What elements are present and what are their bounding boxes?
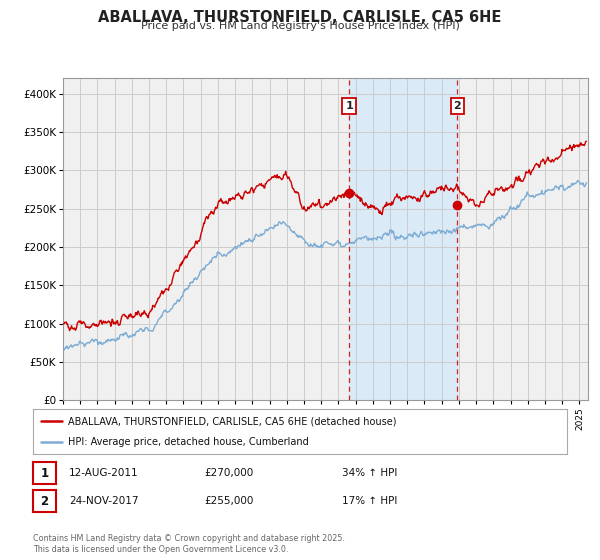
Text: Price paid vs. HM Land Registry's House Price Index (HPI): Price paid vs. HM Land Registry's House …	[140, 21, 460, 31]
Text: 1: 1	[40, 466, 49, 480]
Text: 17% ↑ HPI: 17% ↑ HPI	[342, 496, 397, 506]
Text: Contains HM Land Registry data © Crown copyright and database right 2025.
This d: Contains HM Land Registry data © Crown c…	[33, 534, 345, 554]
Text: 2: 2	[40, 494, 49, 508]
Text: ABALLAVA, THURSTONFIELD, CARLISLE, CA5 6HE: ABALLAVA, THURSTONFIELD, CARLISLE, CA5 6…	[98, 10, 502, 25]
Text: £255,000: £255,000	[204, 496, 253, 506]
Text: 1: 1	[345, 101, 353, 111]
Text: 2: 2	[454, 101, 461, 111]
Text: 34% ↑ HPI: 34% ↑ HPI	[342, 468, 397, 478]
Text: 24-NOV-2017: 24-NOV-2017	[69, 496, 139, 506]
Text: HPI: Average price, detached house, Cumberland: HPI: Average price, detached house, Cumb…	[68, 437, 308, 447]
Text: ABALLAVA, THURSTONFIELD, CARLISLE, CA5 6HE (detached house): ABALLAVA, THURSTONFIELD, CARLISLE, CA5 6…	[68, 416, 396, 426]
Text: 12-AUG-2011: 12-AUG-2011	[69, 468, 139, 478]
Bar	[349, 78, 457, 400]
Text: £270,000: £270,000	[204, 468, 253, 478]
